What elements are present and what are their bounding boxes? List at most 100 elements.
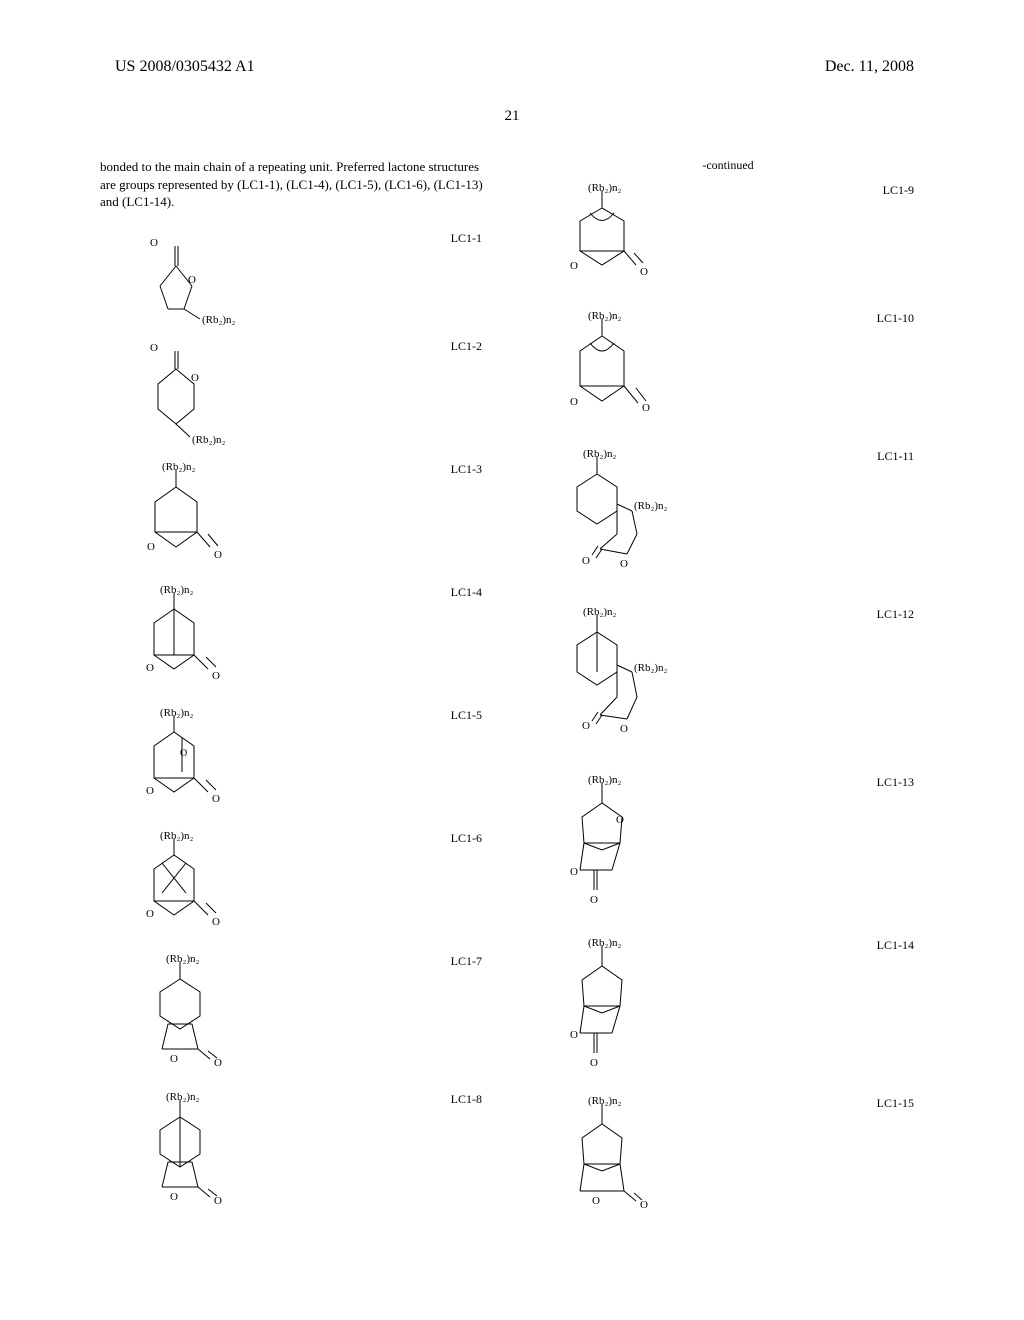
svg-text:O: O — [616, 814, 624, 826]
content-area: bonded to the main chain of a repeating … — [100, 158, 924, 1234]
svg-text:O: O — [214, 1195, 222, 1207]
structure-label: LC1-15 — [877, 1096, 914, 1111]
svg-text:O: O — [590, 1057, 598, 1069]
structure-label: LC1-2 — [451, 339, 482, 354]
right-column: -continued LC1-9 (Rb₂)n₂ O O LC1-10 — [532, 158, 924, 1234]
structure-lc1-7: LC1-7 (Rb₂)n₂ O O — [100, 954, 492, 1084]
svg-text:O: O — [640, 266, 648, 278]
svg-text:O: O — [180, 748, 187, 759]
structure-lc1-9: LC1-9 (Rb₂)n₂ O O — [532, 183, 924, 303]
structure-label: LC1-4 — [451, 585, 482, 600]
chemical-structure-icon: (Rb₂)n₂ O O — [552, 183, 692, 303]
chemical-structure-icon: (Rb₂)n₂ O O — [140, 1092, 260, 1222]
chemical-structure-icon: (Rb₂)n₂ O O — [552, 938, 682, 1088]
structure-label: LC1-1 — [451, 231, 482, 246]
svg-text:(Rb₂)n₂: (Rb₂)n₂ — [588, 1096, 621, 1107]
svg-text:O: O — [170, 1053, 178, 1065]
svg-text:O: O — [146, 785, 154, 797]
structure-label: LC1-13 — [877, 775, 914, 790]
svg-text:O: O — [214, 1057, 222, 1069]
chemical-structure-icon: (Rb₂)n₂ O O — [140, 462, 260, 577]
svg-text:O: O — [582, 555, 590, 567]
structure-lc1-8: LC1-8 (Rb₂)n₂ O O — [100, 1092, 492, 1222]
publication-date: Dec. 11, 2008 — [825, 58, 914, 76]
svg-text:O: O — [150, 237, 158, 249]
structure-label: LC1-5 — [451, 708, 482, 723]
structure-lc1-10: LC1-10 (Rb₂)n₂ O O — [532, 311, 924, 441]
svg-text:(Rb₂)n₂: (Rb₂)n₂ — [160, 708, 193, 719]
continued-label: -continued — [532, 158, 924, 173]
structure-lc1-4: LC1-4 (Rb₂)n₂ O O — [100, 585, 492, 700]
svg-text:O: O — [147, 541, 155, 553]
chemical-structure-icon: O O (Rb₂)n₂ — [140, 339, 260, 454]
structure-label: LC1-3 — [451, 462, 482, 477]
svg-text:(Rb₂)n₂: (Rb₂)n₂ — [634, 662, 667, 674]
chemical-structure-icon: (Rb₂)n₂ O O — [140, 585, 260, 700]
svg-text:(Rb₂)n₂: (Rb₂)n₂ — [583, 449, 616, 460]
chemical-structure-icon: (Rb₂)n₂ O O O — [552, 775, 682, 930]
structure-label: LC1-8 — [451, 1092, 482, 1107]
structure-lc1-2: LC1-2 O O (Rb₂)n₂ — [100, 339, 492, 454]
structure-label: LC1-10 — [877, 311, 914, 326]
structure-lc1-1: LC1-1 O O (Rb₂)n₂ — [100, 231, 492, 331]
svg-text:O: O — [212, 670, 220, 682]
svg-text:(Rb₂)n₂: (Rb₂)n₂ — [583, 607, 616, 618]
left-column: bonded to the main chain of a repeating … — [100, 158, 492, 1234]
svg-text:O: O — [146, 908, 154, 920]
svg-text:O: O — [582, 720, 590, 732]
structure-label: LC1-9 — [883, 183, 914, 198]
svg-text:O: O — [592, 1195, 600, 1207]
svg-text:O: O — [570, 260, 578, 272]
svg-text:(Rb₂)n₂: (Rb₂)n₂ — [588, 938, 621, 949]
svg-text:(Rb₂)n₂: (Rb₂)n₂ — [160, 831, 193, 842]
svg-text:O: O — [570, 1029, 578, 1041]
structure-lc1-14: LC1-14 (Rb₂)n₂ O O — [532, 938, 924, 1088]
chemical-structure-icon: (Rb₂)n₂ O O — [140, 954, 260, 1084]
svg-text:(Rb₂)n₂: (Rb₂)n₂ — [192, 434, 225, 446]
svg-text:(Rb₂)n₂: (Rb₂)n₂ — [588, 311, 621, 322]
svg-text:(Rb₂)n₂: (Rb₂)n₂ — [588, 775, 621, 786]
structure-label: LC1-6 — [451, 831, 482, 846]
structure-lc1-15: LC1-15 (Rb₂)n₂ O O — [532, 1096, 924, 1226]
svg-text:O: O — [590, 894, 598, 906]
svg-text:O: O — [212, 793, 220, 805]
svg-text:O: O — [188, 274, 196, 286]
svg-text:O: O — [146, 662, 154, 674]
chemical-structure-icon: (Rb₂)n₂ (Rb₂)n₂ O O — [552, 607, 702, 767]
structure-label: LC1-14 — [877, 938, 914, 953]
svg-text:O: O — [642, 402, 650, 414]
svg-text:(Rb₂)n₂: (Rb₂)n₂ — [166, 1092, 199, 1103]
structure-lc1-3: LC1-3 (Rb₂)n₂ O O — [100, 462, 492, 577]
intro-paragraph: bonded to the main chain of a repeating … — [100, 158, 492, 211]
chemical-structure-icon: (Rb₂)n₂ O O — [552, 311, 692, 441]
svg-text:O: O — [191, 372, 199, 384]
structure-lc1-11: LC1-11 (Rb₂)n₂ (Rb₂)n₂ O O — [532, 449, 924, 599]
chemical-structure-icon: O O (Rb₂)n₂ — [140, 231, 260, 331]
structure-lc1-12: LC1-12 (Rb₂)n₂ (Rb₂)n₂ O — [532, 607, 924, 767]
svg-text:O: O — [150, 342, 158, 354]
svg-text:(Rb₂)n₂: (Rb₂)n₂ — [162, 462, 195, 473]
structure-lc1-6: LC1-6 (Rb₂)n₂ O O — [100, 831, 492, 946]
patent-number: US 2008/0305432 A1 — [115, 58, 255, 76]
structure-lc1-13: LC1-13 (Rb₂)n₂ O O O — [532, 775, 924, 930]
structure-label: LC1-7 — [451, 954, 482, 969]
svg-text:O: O — [570, 866, 578, 878]
svg-text:O: O — [570, 396, 578, 408]
structure-label: LC1-12 — [877, 607, 914, 622]
svg-text:(Rb₂)n₂: (Rb₂)n₂ — [634, 500, 667, 512]
chemical-structure-icon: (Rb₂)n₂ O O O — [140, 708, 260, 823]
page-number: 21 — [0, 108, 1024, 125]
chemical-structure-icon: (Rb₂)n₂ (Rb₂)n₂ O O — [552, 449, 702, 599]
svg-text:O: O — [620, 558, 628, 570]
svg-text:(Rb₂)n₂: (Rb₂)n₂ — [160, 585, 193, 596]
chemical-structure-icon: (Rb₂)n₂ O O — [552, 1096, 682, 1226]
structure-lc1-5: LC1-5 (Rb₂)n₂ O O O — [100, 708, 492, 823]
svg-text:O: O — [214, 549, 222, 561]
svg-text:(Rb₂)n₂: (Rb₂)n₂ — [588, 183, 621, 194]
chemical-structure-icon: (Rb₂)n₂ O O — [140, 831, 260, 946]
svg-text:O: O — [640, 1199, 648, 1211]
svg-text:(Rb₂)n₂: (Rb₂)n₂ — [166, 954, 199, 965]
svg-text:(Rb₂)n₂: (Rb₂)n₂ — [202, 314, 235, 326]
svg-text:O: O — [212, 916, 220, 928]
svg-text:O: O — [620, 723, 628, 735]
